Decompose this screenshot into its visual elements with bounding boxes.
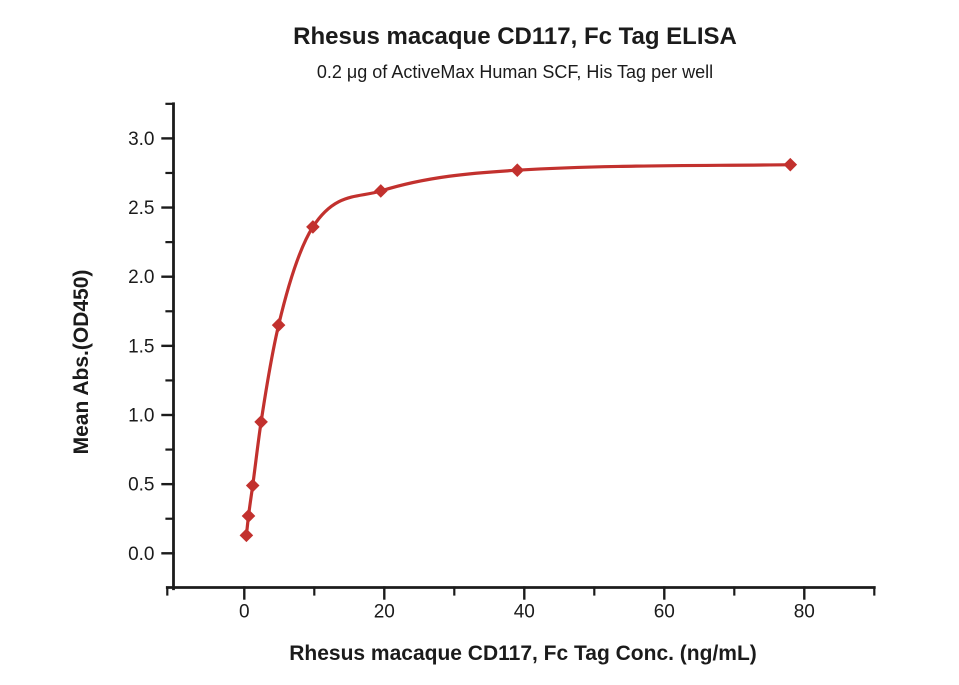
data-point-marker: [254, 415, 268, 429]
x-tick-label: 80: [794, 602, 815, 623]
chart-subtitle: 0.2 μg of ActiveMax Human SCF, His Tag p…: [317, 62, 713, 82]
data-point-marker: [241, 509, 256, 523]
y-axis-label: Mean Abs.(OD450): [70, 270, 93, 455]
y-tick-label: 3.0: [128, 129, 154, 150]
y-tick-label: 2.0: [128, 267, 154, 288]
x-tick-label: 60: [654, 602, 675, 623]
data-point-marker: [783, 157, 798, 172]
data-point-marker: [271, 318, 286, 332]
y-tick-label: 0.5: [128, 475, 154, 496]
y-tick-label: 1.0: [128, 406, 154, 427]
y-tick-label: 0.0: [128, 544, 154, 565]
data-point-marker: [245, 478, 260, 493]
data-point-marker: [306, 220, 320, 234]
data-point-marker: [239, 528, 254, 543]
y-tick-label: 2.5: [128, 198, 154, 219]
data-point-marker: [510, 163, 525, 178]
chart-title: Rhesus macaque CD117, Fc Tag ELISA: [293, 23, 737, 50]
axes: 0 20 40 60 80 0.0 0.5 1.0 1.5 2.0 2.5 3.0: [128, 102, 876, 623]
y-tick-label: 1.5: [128, 336, 154, 357]
x-tick-label: 0: [239, 602, 250, 623]
data-series: [239, 157, 798, 543]
x-tick-label: 40: [514, 602, 535, 623]
x-tick-label: 20: [374, 602, 395, 623]
x-axis-label: Rhesus macaque CD117, Fc Tag Conc. (ng/m…: [289, 642, 757, 665]
data-point-marker: [374, 184, 388, 198]
fit-curve: [244, 163, 792, 537]
